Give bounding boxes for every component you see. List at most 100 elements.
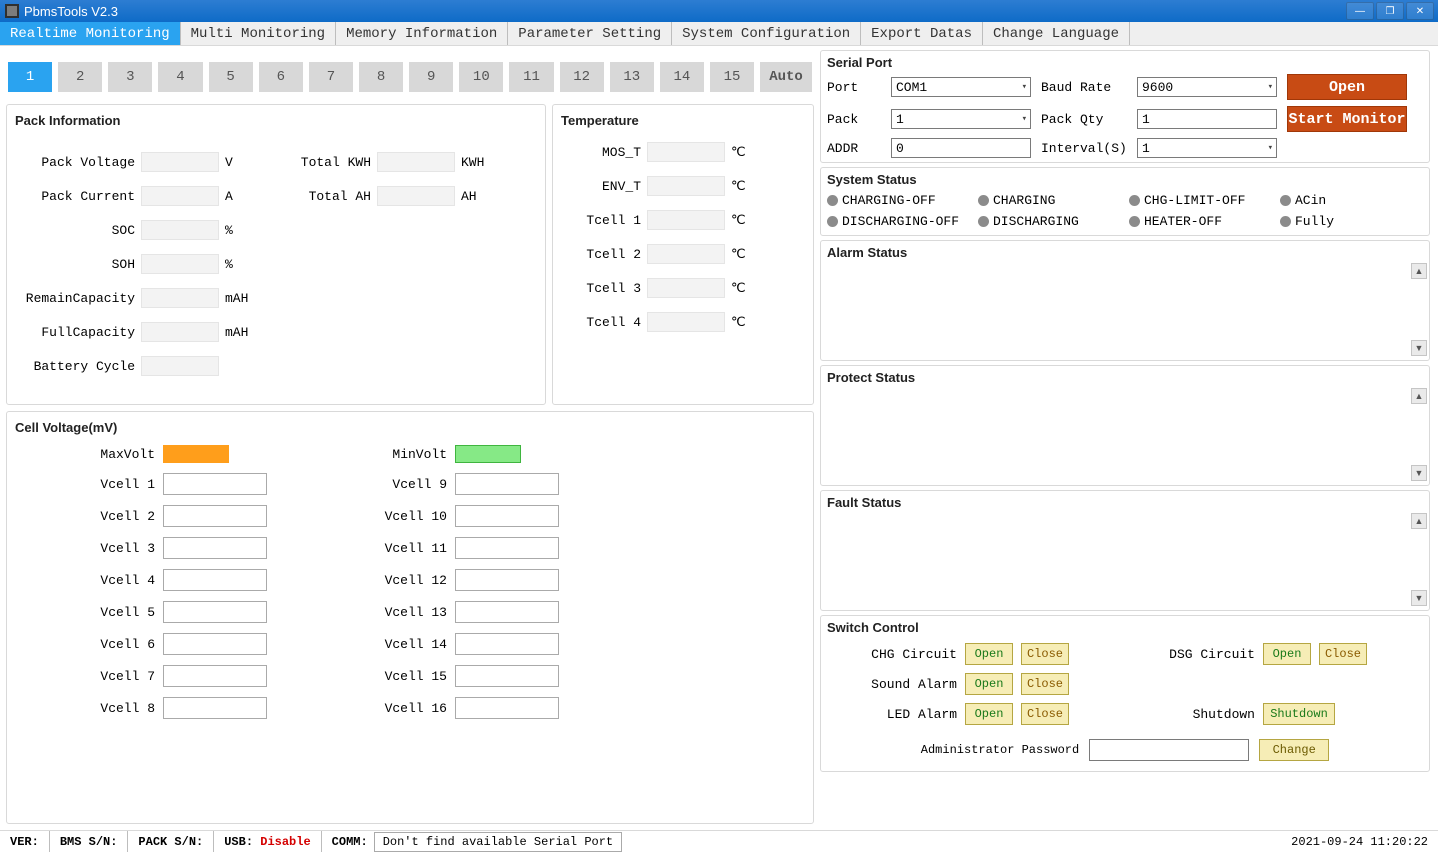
vcell-label: Vcell 16	[347, 701, 447, 716]
switch-open-button[interactable]: Open	[1263, 643, 1311, 665]
pack-tab-15[interactable]: 15	[710, 62, 754, 92]
vcell-value	[455, 665, 559, 687]
switch-open-button[interactable]: Open	[965, 643, 1013, 665]
pack-tab-13[interactable]: 13	[610, 62, 654, 92]
vcell-value	[163, 569, 267, 591]
addr-label: ADDR	[827, 141, 881, 156]
pack-tab-10[interactable]: 10	[459, 62, 503, 92]
pack-tab-2[interactable]: 2	[58, 62, 102, 92]
protect-scroll-down[interactable]: ▼	[1411, 465, 1427, 481]
serial-port-title: Serial Port	[827, 55, 1423, 70]
port-select[interactable]: COM1	[891, 77, 1031, 97]
cell-voltage-panel: Cell Voltage(mV) MaxVolt Vcell 1Vcell 2V…	[6, 411, 814, 824]
switch-open-button[interactable]: Open	[965, 703, 1013, 725]
menu-change-language[interactable]: Change Language	[983, 22, 1130, 45]
field-unit: A	[225, 189, 255, 204]
open-button[interactable]: Open	[1287, 74, 1407, 100]
baud-select[interactable]: 9600	[1137, 77, 1277, 97]
status-dot-icon	[827, 195, 838, 206]
field-label: Total AH	[281, 189, 371, 204]
pack-tab-auto[interactable]: Auto	[760, 62, 812, 92]
start-monitor-button[interactable]: Start Monitor	[1287, 106, 1407, 132]
field-unit: %	[225, 223, 255, 238]
field-unit: ℃	[731, 145, 761, 160]
switch-close-button[interactable]: Close	[1319, 643, 1367, 665]
cell-voltage-title: Cell Voltage(mV)	[15, 420, 805, 435]
status-item: CHARGING	[978, 193, 1121, 208]
alarm-status-section: Alarm Status ▲ ▼	[820, 240, 1430, 361]
vcell-value	[455, 537, 559, 559]
switch-close-button[interactable]: Close	[1021, 673, 1069, 695]
vcell-value	[163, 665, 267, 687]
vcell-label: Vcell 1	[55, 477, 155, 492]
serial-port-section: Serial Port Port COM1 Baud Rate 9600 Ope…	[820, 50, 1430, 163]
vcell-value	[455, 697, 559, 719]
vcell-label: Vcell 13	[347, 605, 447, 620]
menu-export-datas[interactable]: Export Datas	[861, 22, 983, 45]
field-label: FullCapacity	[15, 325, 135, 340]
close-button[interactable]: ✕	[1406, 2, 1434, 20]
window-title: PbmsTools V2.3	[24, 4, 118, 19]
vcell-value	[163, 473, 267, 495]
field-value	[141, 186, 219, 206]
field-unit: ℃	[731, 315, 761, 330]
qty-input[interactable]: 1	[1137, 109, 1277, 129]
field-unit: ℃	[731, 281, 761, 296]
pack-select[interactable]: 1	[891, 109, 1031, 129]
status-dot-icon	[1280, 195, 1291, 206]
menu-memory-information[interactable]: Memory Information	[336, 22, 508, 45]
vcell-value	[163, 697, 267, 719]
change-button[interactable]: Change	[1259, 739, 1329, 761]
pack-tab-11[interactable]: 11	[509, 62, 553, 92]
field-value	[647, 210, 725, 230]
menu-realtime-monitoring[interactable]: Realtime Monitoring	[0, 22, 181, 45]
maximize-button[interactable]: ❐	[1376, 2, 1404, 20]
switch-open-button[interactable]: Shutdown	[1263, 703, 1335, 725]
pack-tabs: 123456789101112131415Auto	[6, 52, 814, 98]
alarm-status-title: Alarm Status	[821, 241, 1429, 260]
field-label: Pack Current	[15, 189, 135, 204]
field-label: Tcell 4	[561, 315, 641, 330]
vcell-value	[163, 633, 267, 655]
switch-close-button[interactable]: Close	[1021, 643, 1069, 665]
vcell-label: Vcell 7	[55, 669, 155, 684]
menu-parameter-setting[interactable]: Parameter Setting	[508, 22, 672, 45]
pack-tab-6[interactable]: 6	[259, 62, 303, 92]
vcell-value	[163, 537, 267, 559]
minvolt-value	[455, 445, 521, 463]
switch-open-button[interactable]: Open	[965, 673, 1013, 695]
interval-select[interactable]: 1	[1137, 138, 1277, 158]
alarm-scroll-down[interactable]: ▼	[1411, 340, 1427, 356]
field-unit: %	[225, 257, 255, 272]
fault-scroll-down[interactable]: ▼	[1411, 590, 1427, 606]
pack-tab-12[interactable]: 12	[560, 62, 604, 92]
vcell-label: Vcell 2	[55, 509, 155, 524]
menu-system-configuration[interactable]: System Configuration	[672, 22, 861, 45]
minimize-button[interactable]: —	[1346, 2, 1374, 20]
pack-tab-8[interactable]: 8	[359, 62, 403, 92]
pack-tab-7[interactable]: 7	[309, 62, 353, 92]
field-value	[647, 278, 725, 298]
alarm-scroll-up[interactable]: ▲	[1411, 263, 1427, 279]
switch-close-button[interactable]: Close	[1021, 703, 1069, 725]
sb-datetime: 2021-09-24 11:20:22	[1281, 831, 1438, 852]
pack-label: Pack	[827, 112, 881, 127]
menu-multi-monitoring[interactable]: Multi Monitoring	[181, 22, 336, 45]
admin-password-input[interactable]	[1089, 739, 1249, 761]
field-unit: mAH	[225, 291, 255, 306]
pack-tab-1[interactable]: 1	[8, 62, 52, 92]
pack-tab-9[interactable]: 9	[409, 62, 453, 92]
status-text: ACin	[1295, 193, 1326, 208]
fault-scroll-up[interactable]: ▲	[1411, 513, 1427, 529]
pack-tab-14[interactable]: 14	[660, 62, 704, 92]
field-label: Total KWH	[281, 155, 371, 170]
field-value	[141, 288, 219, 308]
pack-tab-5[interactable]: 5	[209, 62, 253, 92]
sb-pack: PACK S/N:	[138, 835, 203, 849]
status-text: Fully	[1295, 214, 1334, 229]
sb-bms: BMS S/N:	[60, 835, 118, 849]
protect-scroll-up[interactable]: ▲	[1411, 388, 1427, 404]
addr-input[interactable]: 0	[891, 138, 1031, 158]
pack-tab-4[interactable]: 4	[158, 62, 202, 92]
pack-tab-3[interactable]: 3	[108, 62, 152, 92]
